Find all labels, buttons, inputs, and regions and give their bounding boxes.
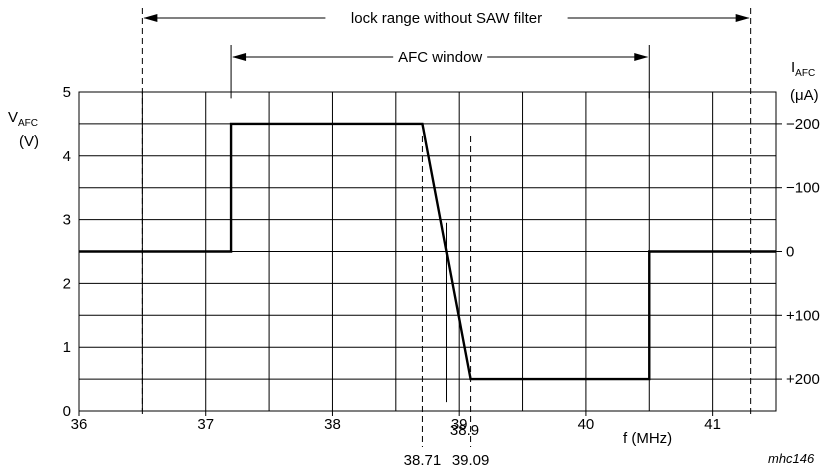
y-right-axis-label: IAFC bbox=[791, 59, 815, 79]
series-line bbox=[79, 122, 776, 381]
x-tick-label: 40 bbox=[578, 416, 595, 433]
arrow-head-left bbox=[143, 14, 158, 22]
y-tick-label: 0 bbox=[63, 403, 71, 420]
x-tick-label: 37 bbox=[197, 416, 214, 433]
y-tick-label: 1 bbox=[63, 339, 71, 356]
x-axis-label: f (MHz) bbox=[623, 430, 672, 447]
y-right-axis-unit: (μA) bbox=[790, 87, 819, 104]
range-label: AFC window bbox=[398, 49, 482, 66]
right-tick-label: +100 bbox=[786, 307, 820, 324]
arrow-head-right bbox=[634, 53, 649, 61]
range-label: lock range without SAW filter bbox=[351, 10, 542, 27]
marker-label: 38.9 bbox=[450, 422, 479, 439]
x-tick-label: 41 bbox=[704, 416, 721, 433]
x-tick-label: 39 bbox=[451, 416, 468, 433]
x-tick-label: 36 bbox=[71, 416, 88, 433]
marker-label: 38.71 bbox=[404, 452, 442, 469]
y-left-axis-label: VAFC bbox=[8, 109, 38, 129]
curve-layer bbox=[79, 122, 776, 381]
figure-code: mhc146 bbox=[768, 451, 815, 466]
y-tick-label: 4 bbox=[63, 148, 71, 165]
arrow-head-left bbox=[232, 53, 247, 61]
right-tick-label: −100 bbox=[786, 180, 820, 197]
y-tick-label: 2 bbox=[63, 275, 71, 292]
y-tick-label: 3 bbox=[63, 212, 71, 229]
y-left-axis-unit: (V) bbox=[19, 133, 39, 150]
right-tick-label: 0 bbox=[786, 244, 794, 261]
right-tick-label: −200 bbox=[786, 116, 820, 133]
right-tick-label: +200 bbox=[786, 371, 820, 388]
range-layer: lock range without SAW filter AFC window bbox=[141, 8, 752, 447]
marker-label: 39.09 bbox=[452, 452, 490, 469]
y-tick-label: 5 bbox=[63, 84, 71, 101]
tick-layer: 36 37 38 39 40 41 0 1 2 3 4 5 −200 −100 0 +100 +200 38.71… bbox=[63, 84, 820, 469]
x-tick-label: 38 bbox=[324, 416, 341, 433]
arrow-head-right bbox=[735, 14, 750, 22]
